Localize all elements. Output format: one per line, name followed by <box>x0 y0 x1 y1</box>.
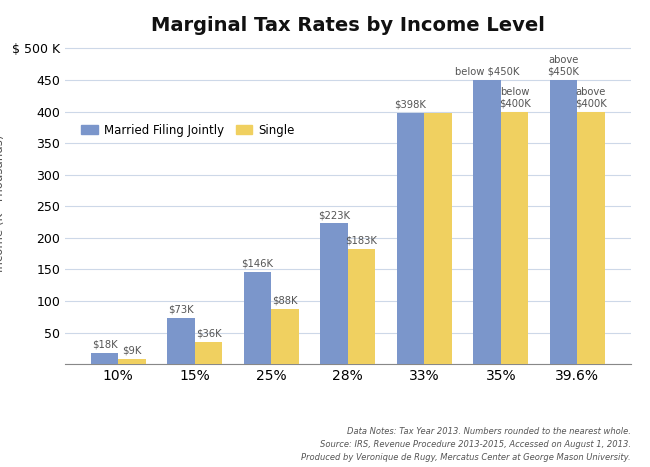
Bar <box>473 80 500 364</box>
Bar <box>195 341 222 364</box>
Title: Marginal Tax Rates by Income Level: Marginal Tax Rates by Income Level <box>151 16 545 35</box>
Legend: Married Filing Jointly, Single: Married Filing Jointly, Single <box>77 119 299 142</box>
Bar <box>244 272 271 364</box>
Text: $73K: $73K <box>168 305 194 315</box>
Text: $146K: $146K <box>242 259 274 269</box>
Text: $398K: $398K <box>395 99 426 110</box>
Bar <box>271 309 299 364</box>
Bar <box>550 80 577 364</box>
Text: $9K: $9K <box>122 346 142 355</box>
Text: $223K: $223K <box>318 210 350 220</box>
Text: below
$400K: below $400K <box>499 87 530 108</box>
Bar <box>500 112 528 364</box>
Text: Data Notes: Tax Year 2013. Numbers rounded to the nearest whole.
Source: IRS, Re: Data Notes: Tax Year 2013. Numbers round… <box>301 427 630 462</box>
Y-axis label: Income (K=Thousands): Income (K=Thousands) <box>0 134 6 272</box>
Bar <box>167 318 195 364</box>
Text: $183K: $183K <box>346 235 378 246</box>
Bar <box>320 223 348 364</box>
Bar <box>91 353 118 364</box>
Bar <box>424 113 452 364</box>
Text: above
$450K: above $450K <box>547 55 579 77</box>
Bar <box>118 359 146 364</box>
Bar <box>577 112 605 364</box>
Bar <box>348 248 375 364</box>
Bar <box>396 113 424 364</box>
Text: $88K: $88K <box>272 296 298 305</box>
Text: below $450K: below $450K <box>455 67 519 77</box>
Text: $36K: $36K <box>196 328 222 339</box>
Text: above
$400K: above $400K <box>575 87 607 108</box>
Text: $18K: $18K <box>92 340 117 350</box>
